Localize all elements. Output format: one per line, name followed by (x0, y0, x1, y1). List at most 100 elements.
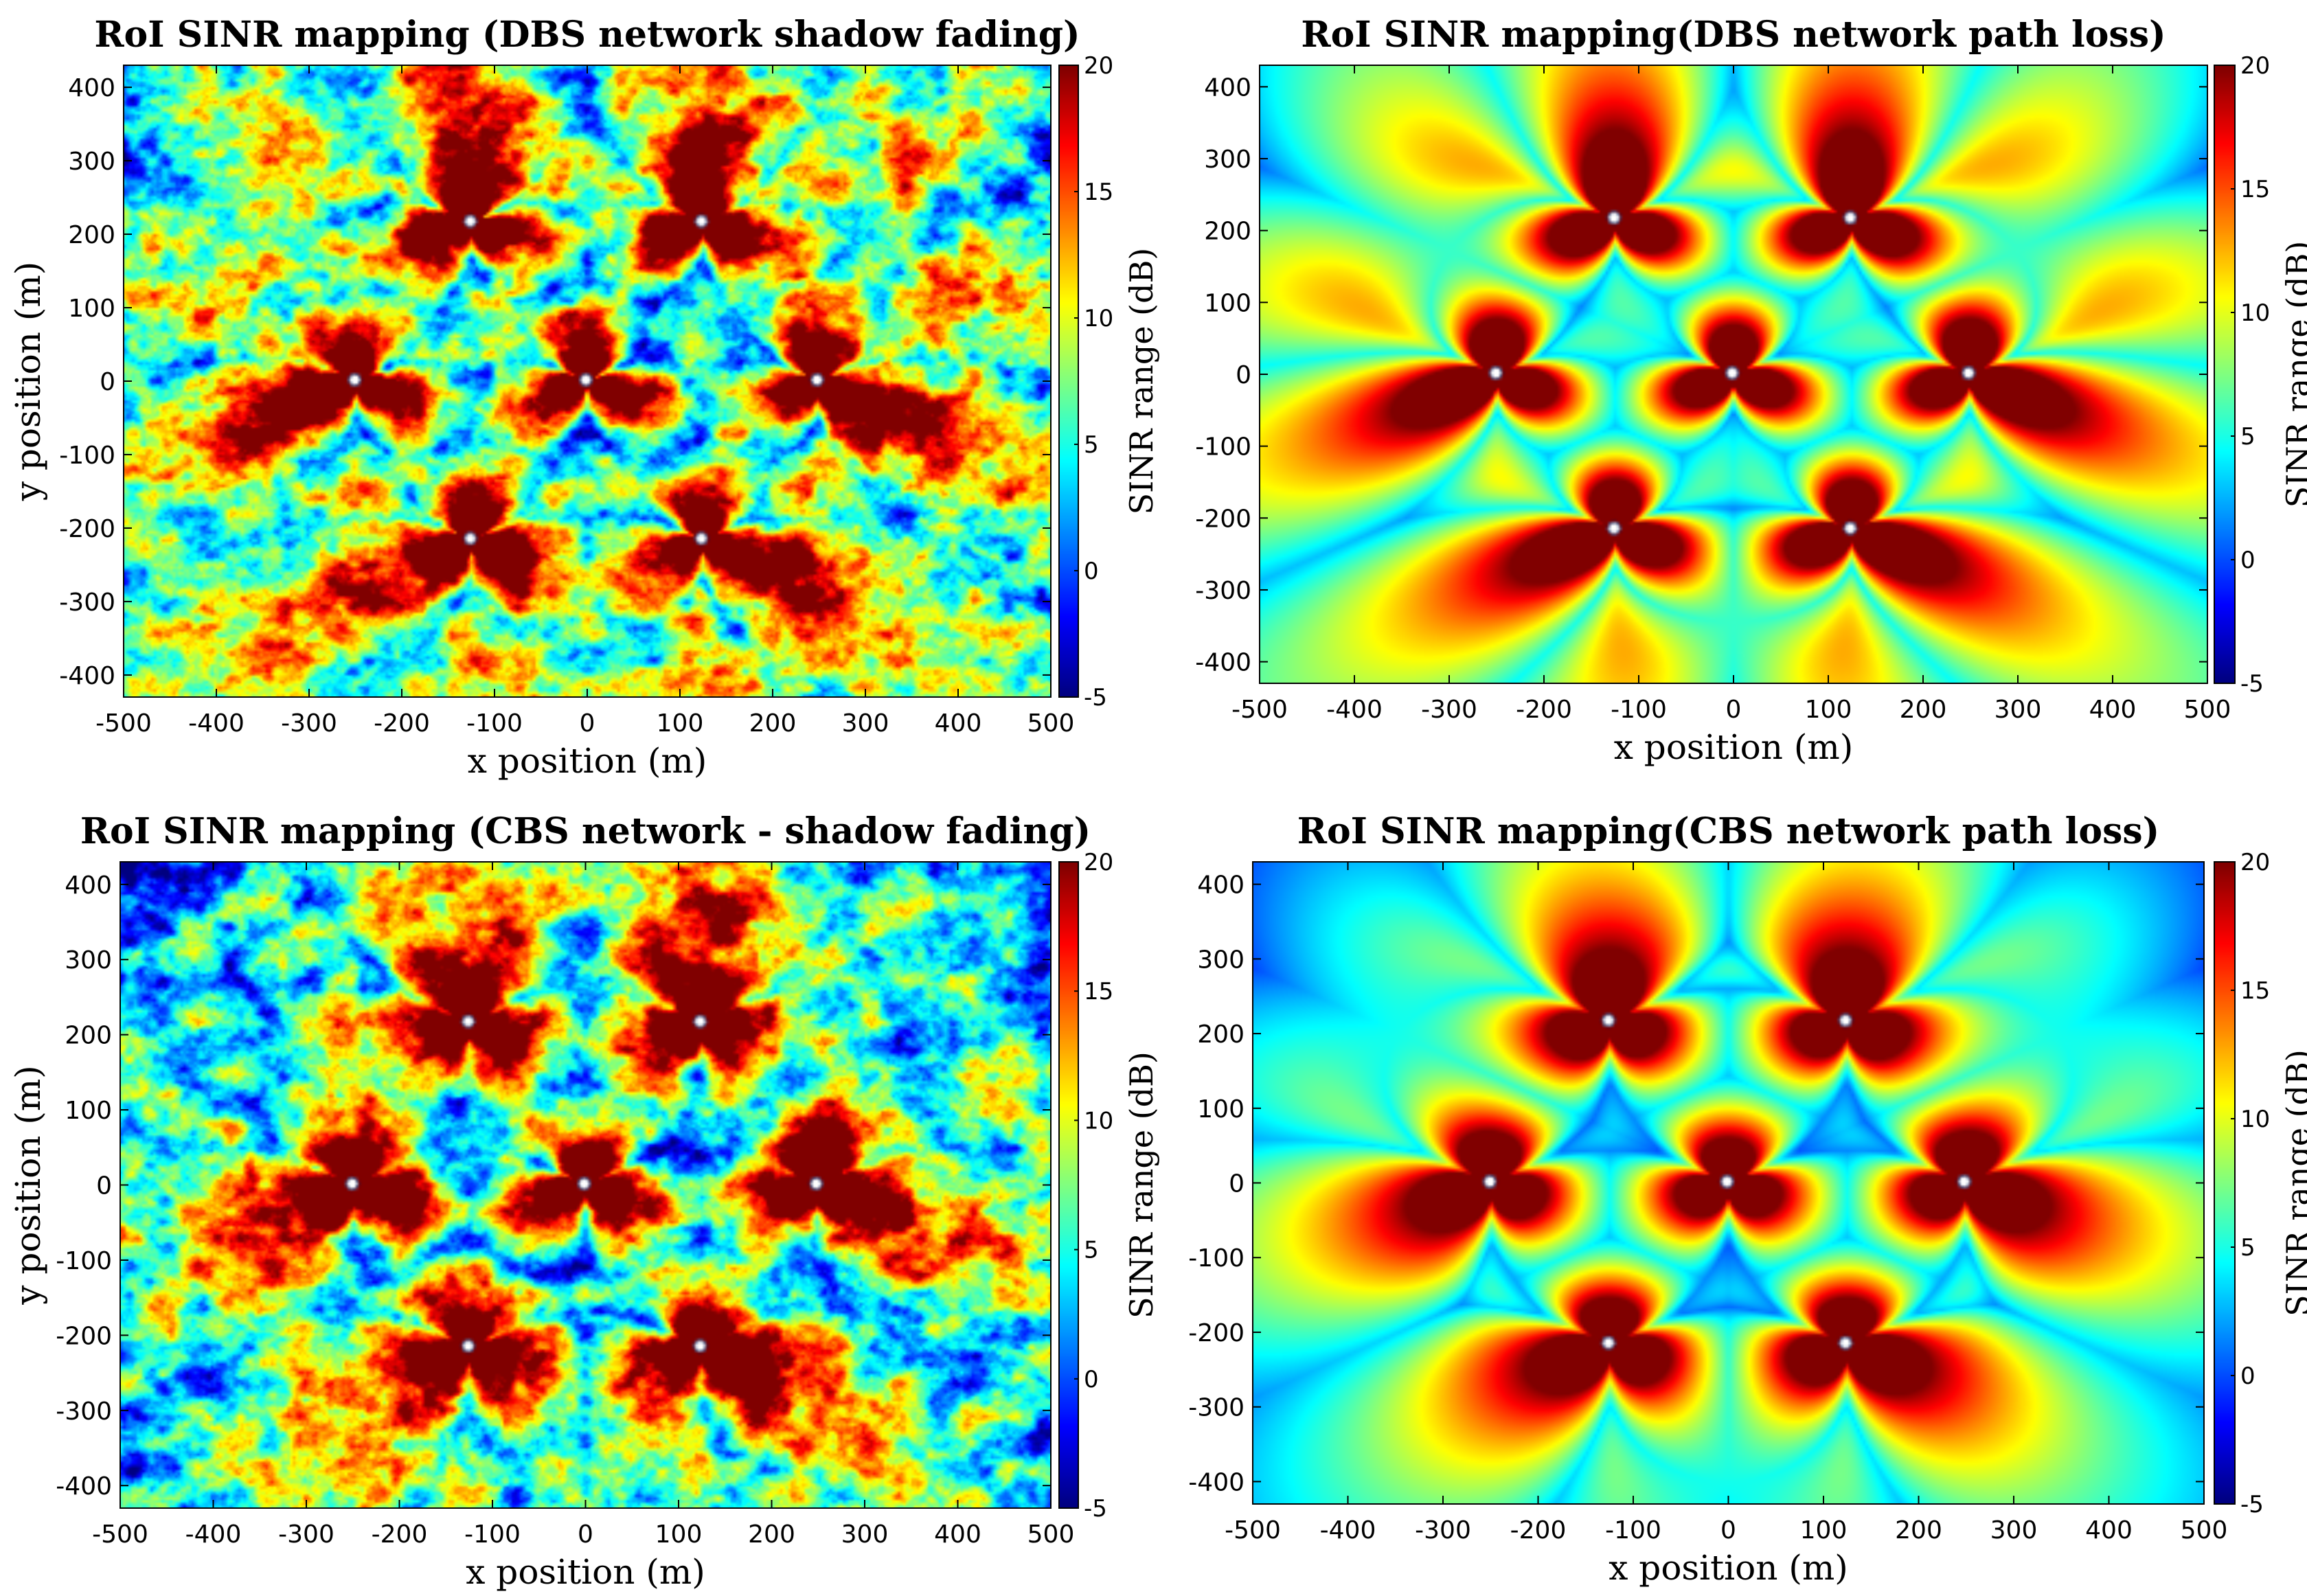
x-tick-label: 100 (1800, 1516, 1848, 1544)
colorbar-tick-label: -5 (2240, 1491, 2264, 1518)
colorbar-tick-label: 5 (1084, 1237, 1099, 1264)
x-tick-label: -500 (95, 709, 152, 738)
x-tick-label: -500 (1231, 696, 1288, 724)
x-tick-label: -100 (464, 1520, 521, 1549)
colorbar-tick-label: 10 (1084, 305, 1113, 332)
y-tick-label: 200 (68, 221, 115, 249)
y-tick-label: -100 (1195, 433, 1251, 461)
y-tick-label: 0 (96, 1172, 112, 1200)
colorbar-label: SINR range (dB) (2280, 241, 2307, 508)
colorbar-label: SINR range (dB) (1123, 248, 1160, 515)
x-tick-label: -100 (466, 709, 523, 738)
x-tick-label: 400 (2085, 1516, 2133, 1544)
y-tick-label: 400 (65, 871, 112, 900)
y-tick-label: -100 (1188, 1244, 1245, 1273)
colorbar (2214, 862, 2235, 1504)
y-tick-label: -300 (56, 1398, 112, 1426)
y-tick-label: -400 (1188, 1468, 1245, 1496)
sinr-heatmap (124, 65, 1051, 697)
y-tick-label: -200 (56, 1322, 112, 1350)
y-tick-label: 400 (68, 74, 115, 102)
colorbar-tick-label: 15 (1084, 978, 1113, 1005)
x-tick-label: 500 (1027, 709, 1075, 738)
x-tick-label: -300 (1415, 1516, 1471, 1544)
x-tick-label: 300 (842, 709, 889, 738)
x-tick-label: -400 (1320, 1516, 1376, 1544)
x-tick-label: 500 (1027, 1520, 1075, 1549)
colorbar-tick-label: 0 (1084, 558, 1099, 585)
y-tick-label: 300 (1204, 146, 1251, 174)
x-axis-label: x position (m) (466, 1552, 705, 1592)
y-tick-label: -100 (56, 1247, 112, 1275)
y-tick-label: -300 (59, 589, 115, 617)
y-tick-label: 300 (1197, 946, 1245, 974)
x-tick-label: 500 (2184, 696, 2231, 724)
x-tick-label: 100 (655, 1520, 703, 1549)
colorbar-tick-label: 5 (2240, 423, 2255, 451)
x-tick-label: -200 (374, 709, 430, 738)
chart-axes: RoI SINR mapping(DBS network path loss) -… (1195, 14, 2307, 767)
x-tick-label: 200 (1895, 1516, 1942, 1544)
colorbar-tick-label: 10 (1084, 1107, 1113, 1135)
colorbar-tick-label: 10 (2240, 299, 2270, 327)
chart-axes: RoI SINR mapping(CBS network path loss) -… (1188, 810, 2307, 1588)
colorbar-tick-label: 20 (2240, 52, 2270, 80)
chart-title: RoI SINR mapping(CBS network path loss) (1297, 810, 2159, 852)
colorbar-tick-label: 0 (1084, 1366, 1099, 1393)
x-tick-label: -500 (92, 1520, 148, 1549)
x-axis-label: x position (m) (1614, 727, 1854, 767)
x-tick-label: 0 (1720, 1516, 1736, 1544)
y-tick-label: 200 (1197, 1021, 1245, 1049)
colorbar-tick-label: -5 (1084, 1495, 1107, 1523)
y-tick-label: 100 (68, 295, 115, 323)
y-tick-label: -400 (59, 662, 115, 690)
y-tick-label: 300 (68, 148, 115, 176)
colorbar-tick-label: 15 (2240, 977, 2270, 1005)
x-tick-label: 400 (935, 709, 982, 738)
colorbar (1059, 65, 1078, 697)
plot-frame (1259, 65, 2208, 684)
x-tick-label: 0 (580, 709, 595, 738)
chart-axes: RoI SINR mapping (CBS network - shadow f… (8, 810, 1160, 1592)
x-tick-label: 300 (1990, 1516, 2038, 1544)
chart-cbs-path-loss: RoI SINR mapping(CBS network path loss) -… (1153, 797, 2307, 1596)
x-tick-label: 300 (1995, 696, 2042, 724)
y-tick-label: 0 (1229, 1170, 1245, 1198)
colorbar-tick-label: -5 (2240, 670, 2264, 698)
x-tick-label: -400 (185, 1520, 242, 1549)
sinr-heatmap (120, 862, 1051, 1508)
y-tick-label: -200 (1188, 1319, 1245, 1347)
x-axis-label: x position (m) (1609, 1548, 1848, 1588)
y-tick-label: -200 (59, 515, 115, 543)
colorbar-tick-label: 20 (1084, 52, 1113, 80)
colorbar-frame (1058, 65, 1079, 698)
colorbar-tick-label: 15 (1084, 179, 1113, 206)
x-tick-label: -500 (1225, 1516, 1281, 1544)
plot-frame (120, 861, 1052, 1509)
y-tick-label: 200 (65, 1022, 112, 1050)
y-axis-label: y position (m) (8, 1065, 48, 1306)
colorbar-tick-label: 20 (2240, 849, 2270, 876)
x-tick-label: 400 (2089, 696, 2137, 724)
sinr-heatmap (1260, 65, 2207, 683)
colorbar (1059, 862, 1078, 1508)
chart-title: RoI SINR mapping (DBS network shadow fad… (94, 14, 1080, 56)
y-tick-label: 200 (1204, 218, 1251, 246)
colorbar-tick-label: 0 (2240, 547, 2255, 574)
y-tick-label: 400 (1197, 871, 1245, 900)
x-tick-label: 500 (2181, 1516, 2228, 1544)
x-tick-label: 400 (934, 1520, 981, 1549)
chart-dbs-shadow-fading: RoI SINR mapping (DBS network shadow fad… (0, 0, 1160, 797)
y-tick-label: 100 (1204, 289, 1251, 317)
sinr-heatmap (1253, 862, 2204, 1504)
x-tick-label: 100 (657, 709, 704, 738)
plot-frame (1252, 861, 2205, 1505)
y-tick-label: -400 (56, 1472, 112, 1501)
y-tick-label: -400 (1195, 649, 1251, 677)
chart-title: RoI SINR mapping(DBS network path loss) (1301, 14, 2166, 56)
colorbar-tick-label: 10 (2240, 1106, 2270, 1133)
x-axis-label: x position (m) (468, 741, 707, 781)
plot-frame (123, 65, 1052, 698)
y-tick-label: 0 (100, 368, 115, 396)
colorbar-tick-label: -5 (1084, 684, 1107, 711)
